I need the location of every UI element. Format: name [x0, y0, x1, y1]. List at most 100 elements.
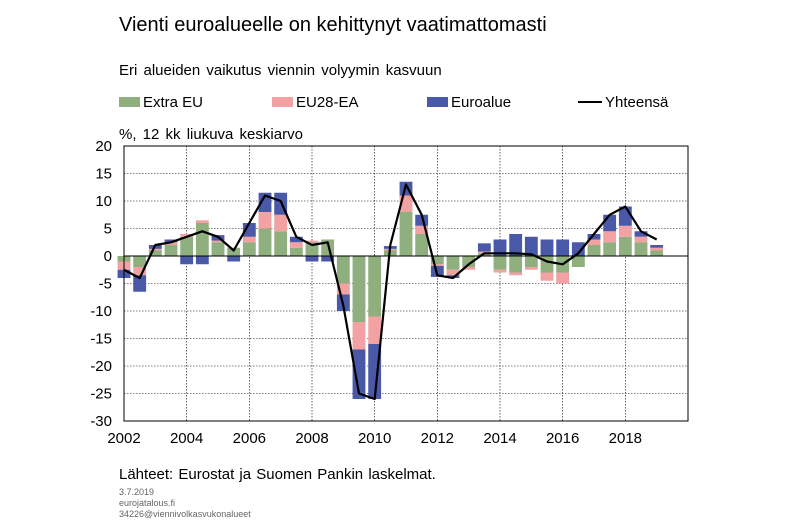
- bar-eu28-ea: [509, 272, 523, 276]
- bar-extra-eu: [446, 256, 460, 270]
- bar-euroalue: [164, 239, 178, 243]
- bar-extra-eu: [164, 245, 178, 256]
- legend-label-eu28-ea: EU28-EA: [296, 93, 359, 111]
- bar-eu28-ea: [634, 236, 648, 243]
- site-name: eurojatalous.fi: [119, 498, 176, 508]
- bar-euroalue: [603, 214, 617, 232]
- bar-extra-eu: [430, 256, 444, 265]
- bar-eu28-ea: [446, 269, 460, 276]
- legend-swatch-extra-eu: [119, 97, 140, 107]
- bar-extra-eu: [195, 223, 209, 256]
- bar-euroalue: [321, 256, 335, 262]
- bar-eu28-ea: [493, 269, 507, 273]
- legend: Extra EU EU28-EA Euroalue Yhteensä: [119, 92, 719, 112]
- legend-swatch-eu28-ea: [272, 97, 293, 107]
- bar-extra-eu: [524, 256, 538, 267]
- plot-frame: [123, 145, 689, 422]
- bar-eu28-ea: [305, 240, 319, 243]
- bar-euroalue: [524, 236, 538, 256]
- y-tick-label: -20: [90, 358, 112, 375]
- bar-extra-eu: [180, 236, 194, 256]
- y-tick-label: -10: [90, 303, 112, 320]
- bar-extra-eu: [227, 247, 241, 256]
- y-tick-label: 5: [104, 221, 112, 238]
- bar-eu28-ea: [211, 240, 225, 243]
- bar-extra-eu: [211, 242, 225, 256]
- bar-eu28-ea: [352, 322, 366, 350]
- legend-item-euroalue: Euroalue: [427, 92, 511, 112]
- bar-extra-eu: [462, 256, 476, 267]
- bar-extra-eu: [352, 256, 366, 322]
- bar-eu28-ea: [195, 220, 209, 223]
- legend-label-euroalue: Euroalue: [451, 93, 512, 111]
- bar-eu28-ea: [415, 225, 429, 234]
- bar-eu28-ea: [587, 239, 601, 245]
- bar-euroalue: [352, 349, 366, 399]
- bar-euroalue: [195, 256, 209, 265]
- chart-title: Vienti euroalueelle on kehittynyt vaatim…: [119, 14, 547, 36]
- bar-euroalue: [650, 245, 664, 248]
- bar-eu28-ea: [603, 231, 617, 243]
- bar-euroalue: [133, 275, 147, 292]
- legend-item-eu28-ea: EU28-EA: [272, 92, 359, 112]
- legend-item-yhteensa: Yhteensä: [578, 92, 668, 112]
- bar-extra-eu: [571, 256, 585, 267]
- y-tick-label: 0: [104, 248, 112, 265]
- bar-euroalue: [305, 256, 319, 262]
- publish-date: 3.7.2019: [119, 487, 155, 497]
- legend-swatch-euroalue: [427, 97, 448, 107]
- bar-extra-eu: [415, 234, 429, 256]
- bar-euroalue: [556, 239, 570, 256]
- total-line: [123, 183, 658, 401]
- x-tick-label: 2014: [483, 430, 516, 447]
- unit-label: %, 12 kk liukuva keskiarvo: [119, 126, 303, 143]
- bar-extra-eu: [289, 247, 303, 256]
- bar-euroalue: [571, 242, 585, 256]
- chart-subtitle: Eri alueiden vaikutus viennin volyymin k…: [119, 62, 442, 79]
- y-axis: 20 15 10 5 0 -5 -10 -15 -20 -25 -30: [90, 138, 112, 430]
- x-axis: 2002 2004 2006 2008 2010 2012 2014 2016 2018: [107, 430, 642, 447]
- legend-label-extra-eu: Extra EU: [143, 93, 204, 111]
- chart-code: 34226@viennivolkasvukonalueet: [119, 509, 251, 519]
- x-tick-label: 2002: [107, 430, 140, 447]
- plot-border: [123, 145, 689, 422]
- bar-eu28-ea: [524, 267, 538, 270]
- bar-euroalue: [180, 256, 194, 265]
- bar-extra-eu: [242, 242, 256, 256]
- x-tick-label: 2012: [421, 430, 454, 447]
- bar-eu28-ea: [180, 234, 194, 237]
- x-tick-label: 2016: [546, 430, 579, 447]
- legend-label-yhteensa: Yhteensä: [605, 93, 669, 111]
- bar-euroalue: [634, 231, 648, 237]
- bar-extra-eu: [618, 236, 632, 256]
- x-tick-label: 2008: [295, 430, 328, 447]
- bars: [117, 181, 664, 399]
- y-tick-label: 10: [95, 193, 112, 210]
- bar-eu28-ea: [148, 248, 162, 251]
- legend-line-yhteensa: [578, 101, 602, 103]
- bar-euroalue: [509, 234, 523, 256]
- bar-eu28-ea: [289, 242, 303, 248]
- x-tick-label: 2004: [170, 430, 203, 447]
- bar-eu28-ea: [274, 214, 288, 232]
- bar-euroalue: [227, 256, 241, 262]
- bar-eu28-ea: [556, 272, 570, 284]
- bar-extra-eu: [634, 242, 648, 256]
- bar-extra-eu: [650, 250, 664, 256]
- x-tick-label: 2010: [358, 430, 391, 447]
- bar-extra-eu: [368, 256, 382, 317]
- bar-extra-eu: [603, 242, 617, 256]
- bar-eu28-ea: [462, 267, 476, 270]
- bar-eu28-ea: [242, 236, 256, 243]
- y-tick-label: -25: [90, 386, 112, 403]
- y-tick-label: -15: [90, 331, 112, 348]
- bar-extra-eu: [305, 242, 319, 256]
- total-line-group: [123, 183, 658, 401]
- bar-eu28-ea: [336, 283, 350, 295]
- y-tick-label: -30: [90, 413, 112, 430]
- bar-eu28-ea: [133, 267, 147, 276]
- bar-extra-eu: [258, 228, 272, 256]
- source-note: Lähteet: Eurostat ja Suomen Pankin laske…: [119, 466, 436, 483]
- bar-euroalue: [289, 236, 303, 243]
